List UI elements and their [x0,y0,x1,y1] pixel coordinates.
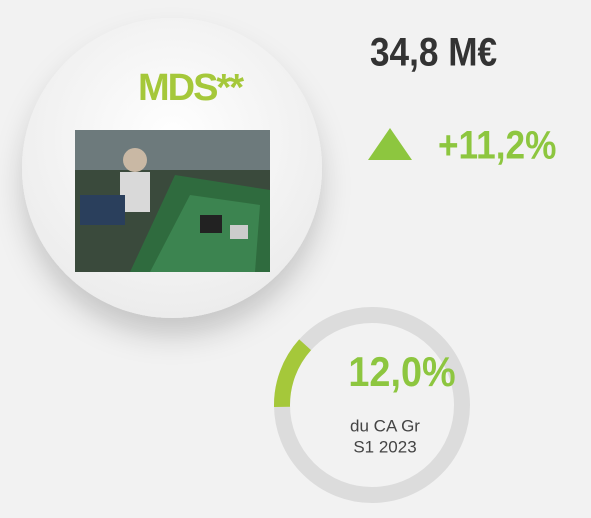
share-label: 12,0% [348,349,455,395]
photo [75,130,270,272]
up-arrow [368,128,412,160]
revenue: 34,8 M€ [370,29,497,74]
growth: +11,2% [438,122,556,167]
share-caption: S1 2023 [353,437,416,456]
logo: MDS** [138,67,244,109]
share-caption: du CA Gr [350,416,420,435]
donut-arc [274,339,312,408]
